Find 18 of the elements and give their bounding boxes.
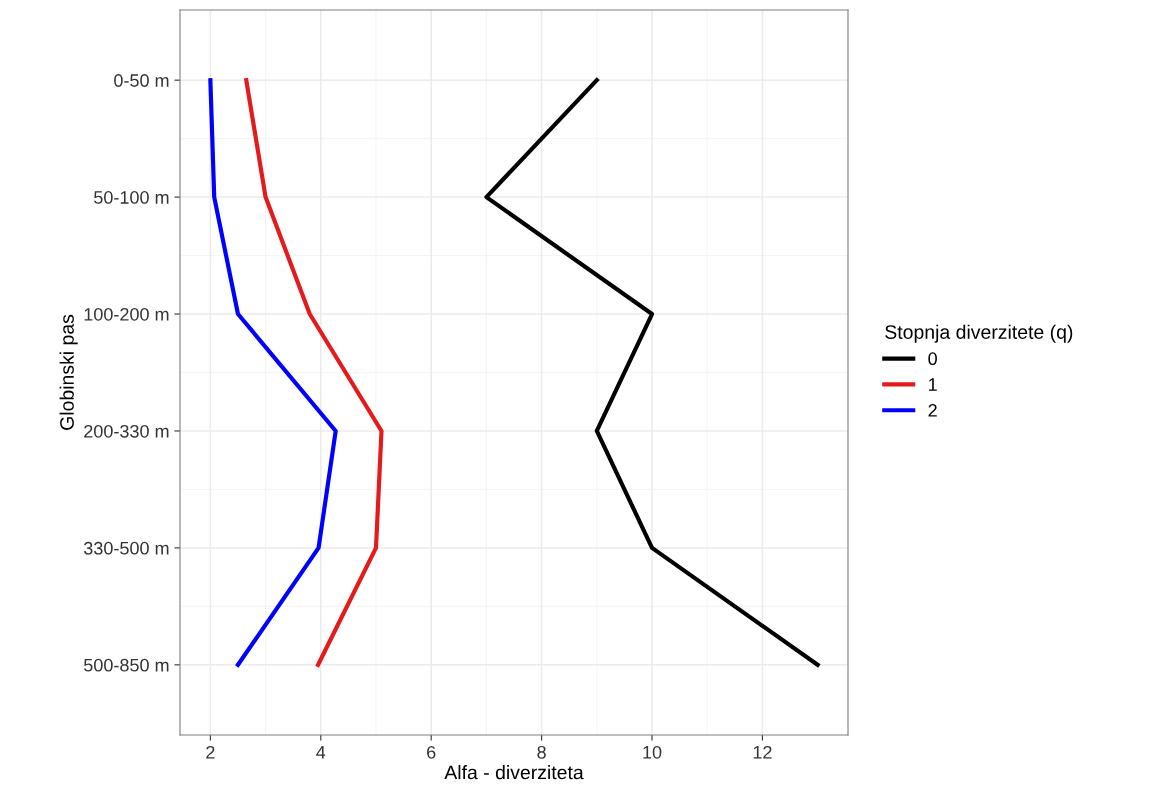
y-axis-title: Globinski pas (59, 314, 78, 430)
x-tick-label: 6 (427, 745, 436, 759)
y-tick-label: 200-330 m (84, 424, 169, 438)
x-axis-title: Alfa - diverziteta (444, 765, 584, 780)
y-tick-label: 50-100 m (94, 191, 169, 204)
legend-label: 0 (928, 352, 937, 366)
legend-label: 2 (928, 404, 937, 417)
legend-title: Stopnja diverzitete (q) (885, 324, 1073, 343)
x-tick-label: 2 (206, 745, 215, 759)
x-tick-label: 8 (537, 745, 546, 759)
x-tick-label: 12 (753, 745, 772, 759)
y-tick-label: 500-850 m (83, 658, 169, 672)
legend-label: 1 (929, 378, 937, 391)
x-tick-label: 4 (316, 746, 326, 759)
x-tick-label: 10 (643, 745, 662, 759)
y-tick-label: 0-50 m (114, 74, 169, 87)
y-tick-label: 330-500 m (83, 541, 169, 555)
y-tick-label: 100-200 m (84, 307, 169, 321)
